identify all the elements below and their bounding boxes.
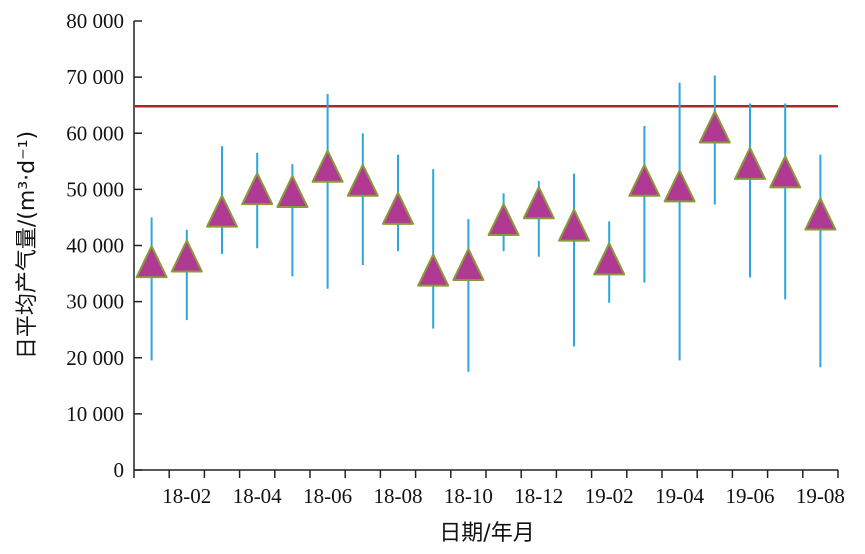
x-tick-label: 19-02	[585, 484, 634, 508]
y-tick-label: 70 000	[66, 65, 124, 89]
data-point-marker	[487, 203, 520, 237]
x-tick-label: 18-02	[162, 484, 211, 508]
y-tick-label: 0	[114, 458, 125, 482]
x-tick-label: 19-04	[655, 484, 704, 508]
x-tick-label: 18-10	[444, 484, 493, 508]
y-tick-label: 80 000	[66, 9, 124, 33]
data-point-marker	[170, 239, 203, 273]
data-point-marker	[241, 172, 274, 206]
x-tick-label: 18-12	[514, 484, 563, 508]
data-point-marker	[593, 242, 626, 276]
data-point-marker	[276, 174, 309, 208]
y-tick-label: 60 000	[66, 121, 124, 145]
data-point-marker	[452, 247, 485, 281]
x-tick-label: 19-08	[796, 484, 845, 508]
data-point-marker	[382, 191, 414, 225]
y-tick-label: 50 000	[66, 177, 124, 201]
data-point-marker	[628, 163, 661, 197]
data-layer	[134, 75, 838, 372]
data-point-marker	[522, 186, 555, 220]
data-point-marker	[417, 253, 450, 287]
y-tick-label: 30 000	[66, 290, 124, 314]
data-point-marker	[346, 163, 379, 197]
y-axis-title: 日平均产气量/(m³·d⁻¹)	[15, 131, 40, 359]
data-point-marker	[804, 197, 837, 231]
y-tick-label: 40 000	[66, 234, 124, 258]
y-tick-label: 10 000	[66, 402, 124, 426]
x-tick-label: 18-04	[233, 484, 282, 508]
x-tick-label: 18-06	[303, 484, 352, 508]
labels-layer: 0 10 000 20 000 30 000 40 000 50 000 60 000 70 …	[66, 9, 845, 508]
x-tick-label: 19-06	[726, 484, 775, 508]
data-point-marker	[734, 146, 766, 180]
data-point-marker	[206, 194, 238, 228]
y-tick-label: 20 000	[66, 346, 124, 370]
data-point-marker	[698, 110, 731, 144]
data-point-marker	[663, 169, 696, 203]
data-point-marker	[311, 149, 344, 183]
axes-layer	[133, 20, 839, 478]
data-point-marker	[558, 208, 590, 242]
x-axis-title: 日期/年月	[439, 521, 534, 546]
data-point-marker	[135, 245, 168, 279]
data-point-marker	[769, 155, 802, 189]
x-tick-label: 18-08	[374, 484, 423, 508]
